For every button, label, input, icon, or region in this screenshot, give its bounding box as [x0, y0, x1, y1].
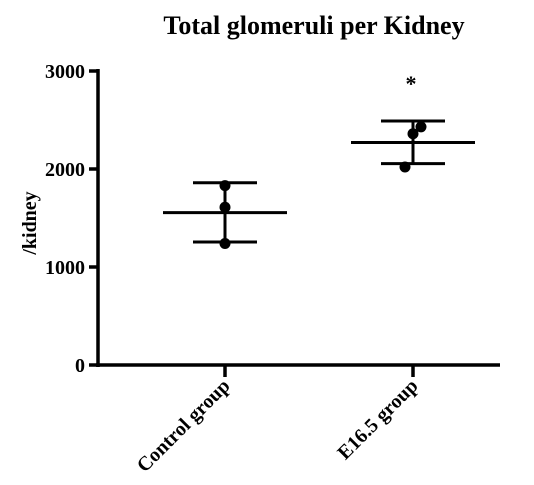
y-tick-label: 2000	[45, 159, 85, 181]
axes: 0 1000 2000 3000 Control group E16.5 group	[45, 61, 500, 477]
x-tick-label: Control group	[133, 375, 235, 477]
y-tick-label: 0	[75, 355, 85, 377]
data-marks: *	[163, 71, 475, 249]
data-point	[219, 201, 231, 213]
data-point	[407, 128, 419, 140]
y-tick-label: 3000	[45, 61, 85, 83]
significance-marker: *	[406, 71, 417, 96]
y-tick-label: 1000	[45, 257, 85, 279]
data-point	[399, 161, 411, 173]
chart-title: Total glomeruli per Kidney	[163, 11, 464, 40]
data-point	[219, 237, 231, 249]
x-tick-label: E16.5 group	[333, 375, 422, 464]
data-point	[219, 180, 231, 192]
data-point	[415, 121, 427, 133]
y-axis-label: /kidney	[19, 191, 41, 255]
